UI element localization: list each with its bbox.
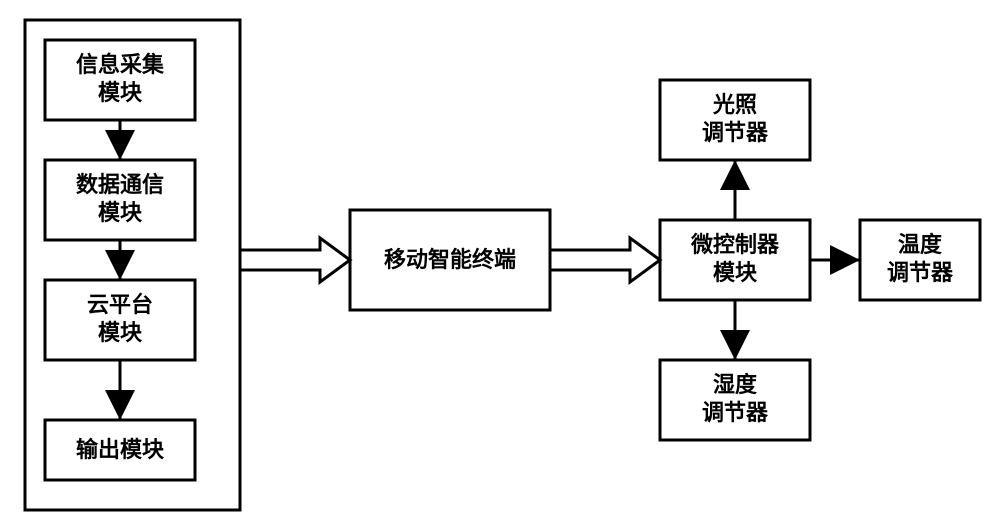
microcontroller-label-2: 模块 xyxy=(713,260,758,285)
light-regulator-label-1: 光照 xyxy=(712,92,757,117)
output-label: 输出模块 xyxy=(76,437,165,462)
microcontroller-label-1: 微控制器 xyxy=(690,232,780,257)
humidity-regulator-label-1: 湿度 xyxy=(713,372,758,397)
data-comm-label-1: 数据通信 xyxy=(76,172,164,197)
humidity-regulator-label-2: 调节器 xyxy=(702,400,769,425)
mobile-terminal-label: 移动智能终端 xyxy=(384,247,516,272)
system-diagram: 信息采集模块数据通信模块云平台模块输出模块移动智能终端微控制器模块光照调节器湿度… xyxy=(0,0,1000,529)
temperature-regulator-label-1: 温度 xyxy=(898,232,943,257)
info-collect-label-2: 模块 xyxy=(98,80,143,105)
hollow-arrow-1 xyxy=(550,238,660,282)
info-collect-label-1: 信息采集 xyxy=(76,52,165,77)
data-comm-label-2: 模块 xyxy=(98,200,143,225)
light-regulator-label-2: 调节器 xyxy=(702,120,769,145)
cloud-platform-label-1: 云平台 xyxy=(87,292,153,317)
temperature-regulator-label-2: 调节器 xyxy=(887,260,954,285)
cloud-platform-label-2: 模块 xyxy=(98,320,143,345)
hollow-arrow-0 xyxy=(240,238,350,282)
